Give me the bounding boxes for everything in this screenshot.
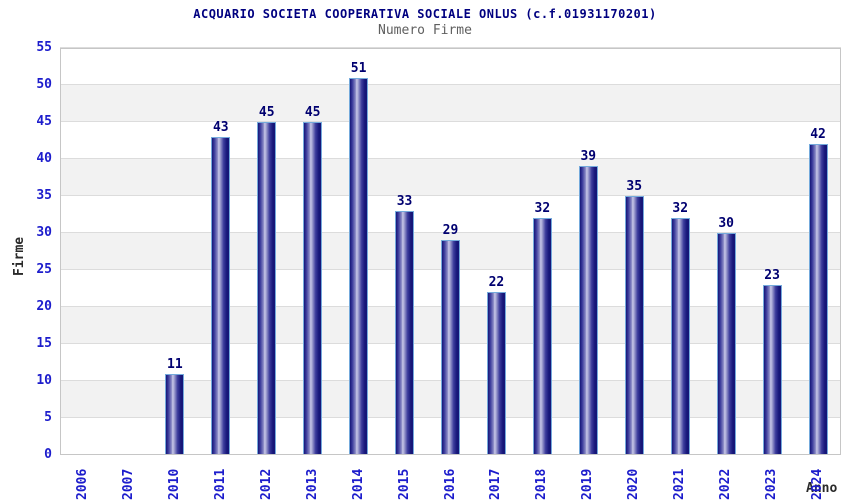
x-tick-label: 2014 [350,468,366,500]
x-tick-label: 2010 [166,468,182,500]
bar [349,77,369,455]
gridline [60,121,841,122]
x-tick-label: 2023 [764,468,780,500]
bar [165,373,185,455]
bar [578,166,598,455]
bar [532,218,552,455]
grid-band [60,85,841,122]
gridline [60,158,841,159]
y-tick-label: 25 [36,262,52,277]
chart-subtitle: Numero Firme [378,23,472,38]
y-tick-label: 20 [36,299,52,314]
bar-value-label: 30 [718,216,734,231]
y-tick-label: 40 [36,151,52,166]
bar-value-label: 42 [810,127,826,143]
bar [441,240,460,455]
bar [716,233,736,455]
x-tick-label: 2024 [810,468,826,500]
bar-value-label: 51 [350,60,367,76]
bar-value-label: 45 [258,105,275,120]
x-tick-label: 2017 [488,468,504,500]
grid-band [60,122,841,159]
y-tick-label: 55 [36,40,52,55]
bar-value-label: 39 [580,149,597,165]
bar-value-label: 23 [764,267,780,283]
bar-value-label: 22 [488,275,505,291]
gridline [60,47,841,48]
bar-value-label: 43 [212,119,229,135]
x-tick-label: 2021 [672,468,688,500]
bar-value-label: 35 [626,179,643,194]
y-tick-label: 5 [44,410,52,425]
x-tick-label: 2012 [258,468,274,500]
x-tick-label: 2013 [304,468,320,500]
bar-value-label: 29 [442,223,459,239]
chart-title: ACQUARIO SOCIETA COOPERATIVA SOCIALE ONL… [193,7,657,21]
bar [257,122,277,455]
y-tick-label: 10 [36,373,52,388]
bar-value-label: 11 [167,356,183,372]
x-tick-label: 2011 [212,468,228,500]
x-tick-label: 2022 [718,468,734,500]
grid-band [60,159,841,196]
gridline [60,232,841,233]
x-tick-label: 2006 [74,468,90,500]
x-axis-title: Anno [806,481,838,496]
x-tick-label: 2007 [120,468,136,500]
bar-value-label: 45 [304,105,321,120]
bar [303,122,323,455]
gridline [60,195,841,196]
bar-value-label: 32 [672,201,689,217]
bar-value-label: 32 [534,201,551,217]
bar [211,136,231,455]
bar [624,196,644,455]
y-tick-label: 35 [36,188,52,203]
x-tick-label: 2018 [534,468,550,500]
grid-band [60,196,841,233]
y-tick-label: 45 [36,114,52,129]
x-tick-label: 2016 [442,468,458,500]
plot-area: 11 43 45 45 51 33 29 22 32 39 35 32 30 23 42 [60,47,841,455]
bar [762,284,782,455]
gridline [60,84,841,85]
x-tick-label: 2015 [396,468,412,500]
y-tick-label: 30 [36,225,52,240]
bar-value-label: 33 [396,193,413,209]
x-tick-label: 2020 [626,468,642,500]
bar [395,210,415,455]
bar [486,292,506,455]
grid-band [60,48,841,85]
x-tick-label: 2019 [580,468,596,500]
y-tick-label: 15 [36,336,52,351]
bar [670,218,690,455]
y-tick-label: 50 [36,77,52,92]
bar [808,144,828,455]
y-tick-label: 0 [44,447,52,462]
